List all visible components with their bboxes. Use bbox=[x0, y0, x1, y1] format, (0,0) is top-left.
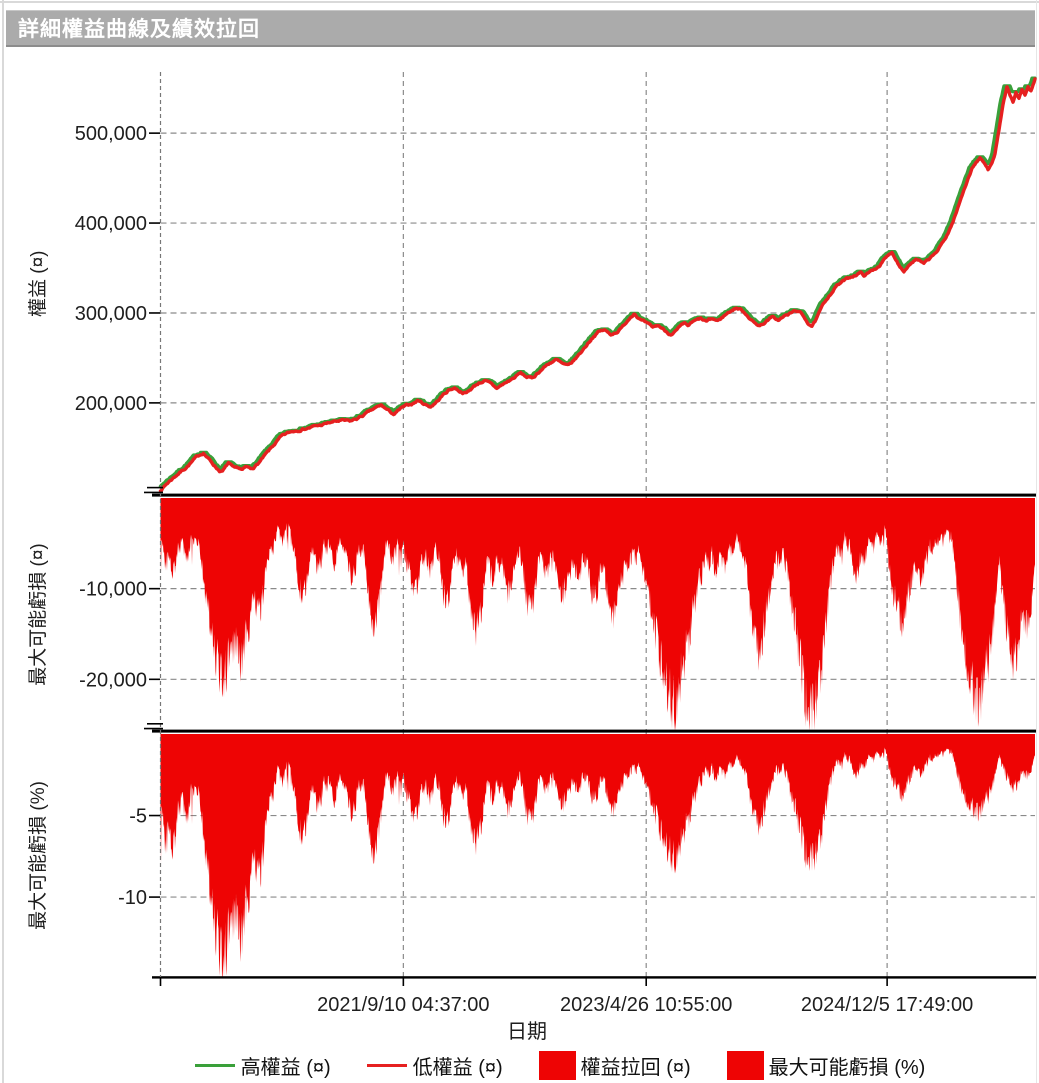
legend-item-max-loss-percent: 最大可能虧損 (%) bbox=[726, 1051, 926, 1080]
equity-drawdown-swatch bbox=[538, 1051, 576, 1080]
legend-item-equity-drawdown: 權益拉回 (¤) bbox=[538, 1051, 691, 1080]
legend-item-high-equity: 高權益 (¤) bbox=[194, 1051, 331, 1080]
chart-legend: 高權益 (¤) 低權益 (¤) 權益拉回 (¤) 最大可能虧損 (%) bbox=[105, 1050, 1015, 1081]
equity-axis-title: 權益 (¤) bbox=[27, 250, 49, 317]
section-title-bar: 詳細權益曲線及績效拉回 bbox=[6, 10, 1035, 47]
high-equity-line bbox=[158, 76, 1037, 488]
low-equity-line-swatch bbox=[366, 1064, 407, 1067]
dd-percent-ytick-label: -10 bbox=[118, 887, 147, 909]
legend-label: 低權益 (¤) bbox=[412, 1057, 503, 1079]
max-loss-percent-swatch bbox=[726, 1051, 764, 1080]
drawdown-currency-area bbox=[160, 498, 1035, 731]
drawdown-percent-area bbox=[160, 734, 1035, 977]
window-frame-left bbox=[2, 0, 4, 1083]
date-tick-label: 2024/12/5 17:49:00 bbox=[801, 994, 973, 1016]
section-title: 詳細權益曲線及績效拉回 bbox=[18, 18, 260, 41]
axis-labels: 500,000 400,000 300,000 200,000 -10,000 -20,0… bbox=[27, 123, 973, 1043]
equity-ytick-label: 400,000 bbox=[75, 213, 147, 235]
equity-ytick-label: 200,000 bbox=[75, 393, 147, 415]
date-tick-label: 2021/9/10 04:37:00 bbox=[317, 994, 489, 1016]
dd-percent-ytick-label: -5 bbox=[129, 806, 147, 828]
window-frame-right bbox=[1036, 0, 1037, 1083]
dd-percent-axis-title: 最大可能虧損 (%) bbox=[27, 781, 49, 930]
equity-ytick-label: 500,000 bbox=[75, 123, 147, 145]
equity-ytick-label: 300,000 bbox=[75, 303, 147, 325]
x-axis-title: 日期 bbox=[507, 1021, 547, 1043]
legend-label: 權益拉回 (¤) bbox=[580, 1057, 691, 1079]
date-tick-label: 2023/4/26 10:55:00 bbox=[560, 994, 732, 1016]
low-equity-line bbox=[158, 77, 1037, 493]
dd-currency-axis-title: 最大可能虧損 (¤) bbox=[27, 543, 49, 686]
legend-label: 高權益 (¤) bbox=[240, 1057, 331, 1079]
high-equity-line-swatch bbox=[194, 1064, 235, 1067]
legend-label: 最大可能虧損 (%) bbox=[768, 1057, 926, 1079]
window-frame-top bbox=[0, 1, 1039, 3]
legend-item-low-equity: 低權益 (¤) bbox=[366, 1051, 503, 1080]
dd-currency-ytick-label: -10,000 bbox=[79, 579, 147, 601]
axes bbox=[144, 72, 1036, 986]
dd-currency-ytick-label: -20,000 bbox=[79, 669, 147, 691]
